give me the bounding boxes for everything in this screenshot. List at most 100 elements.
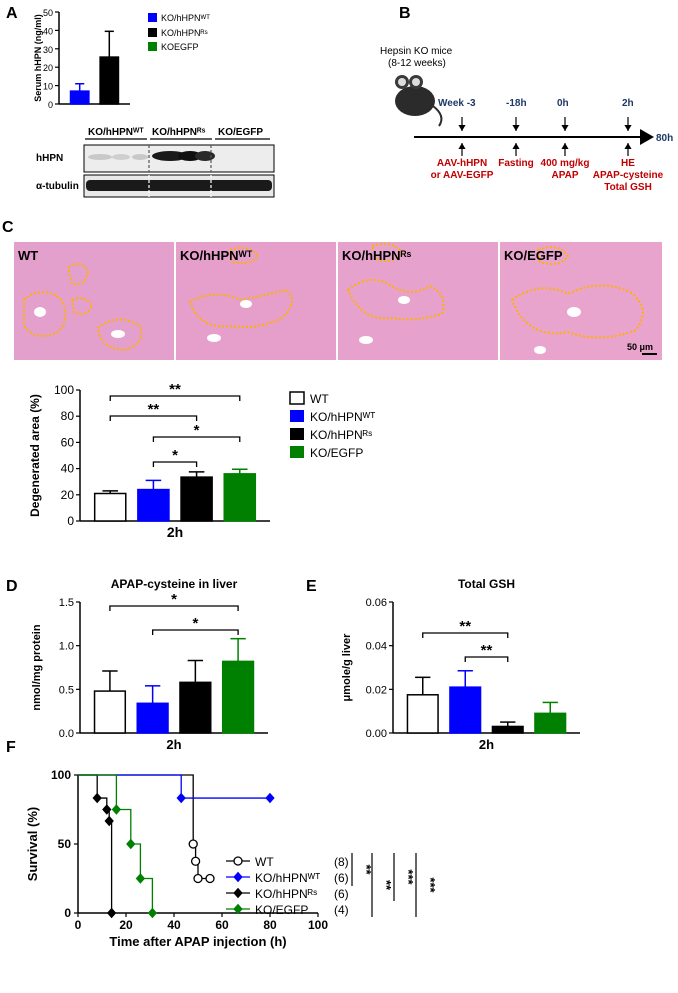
y-tick-label: 20 [43, 63, 53, 73]
histology-images: WT KO/hHPNᵂᵀ KO/hHPNᴿˢ KO/EGFP 50 μm [14, 242, 662, 360]
legend-marker [233, 903, 243, 915]
bar-2 [99, 56, 120, 105]
bar-1 [93, 492, 127, 522]
y-tick-label: 0.00 [366, 728, 387, 740]
x-tick-label: 40 [167, 918, 181, 932]
survival-marker [205, 873, 215, 884]
significance-label: ** [481, 642, 493, 659]
scale-bar-label: 50 μm [627, 342, 653, 352]
survival-marker [92, 792, 102, 804]
legend-swatch-hhpn-wt [148, 13, 157, 22]
he-image-hhpn-wt [176, 242, 336, 360]
y-tick-label: 0 [64, 906, 71, 920]
legend-swatch-c-egfp [290, 446, 304, 458]
significance-label: ** [379, 880, 394, 891]
survival-marker [188, 839, 198, 849]
blot-group-label-egfp: KO/EGFP [218, 127, 263, 138]
legend-label-hhpn-rs: KO/hHPNᴿˢ [161, 28, 208, 38]
x-axis-label: Time after APAP injection (h) [109, 934, 286, 949]
event-apap-line2: APAP [551, 170, 578, 181]
y-tick-label: 100 [51, 768, 71, 782]
y-tick-label: 0 [48, 100, 53, 110]
x-tick-label: 80 [263, 918, 277, 932]
y-tick-label: 1.0 [59, 641, 74, 653]
survival-legend-n: (6) [334, 887, 349, 901]
legend-marker [233, 856, 243, 866]
significance-bracket [109, 605, 239, 611]
x-axis-label: 2h [166, 737, 181, 752]
timeline-end-label: 80h [656, 133, 673, 144]
significance-label: * [194, 422, 200, 439]
survival-legend-label: WT [255, 855, 274, 869]
y-tick-label: 20 [61, 488, 75, 502]
significance-bracket [152, 461, 198, 467]
blot-group-label-wt: KO/hHPNᵂᵀ [88, 127, 144, 138]
y-axis-label: Survival (%) [25, 807, 40, 881]
x-tick-label: 60 [215, 918, 229, 932]
experiment-timeline: Hepsin KO mice (8-12 weeks) 80h Week -3 … [380, 46, 673, 193]
timepoint-18h: -18h [506, 98, 527, 109]
y-tick-label: 60 [61, 435, 75, 449]
x-axis-label: 2h [479, 737, 494, 752]
legend-label-c-hhpn-wt: KO/hHPNᵂᵀ [310, 410, 375, 424]
bar-2 [449, 686, 482, 734]
survival-marker [190, 856, 201, 866]
total-gsh-chart: 0.00 0.02 0.04 0.06 2h μmole/g liver Total GSH… [341, 577, 580, 752]
panel-letter-e: E [306, 578, 317, 595]
bar-1 [406, 694, 439, 734]
event-total-gsh: Total GSH [604, 182, 652, 193]
y-tick-label: 0.5 [59, 684, 74, 696]
survival-marker [193, 873, 203, 884]
y-tick-label: 100 [54, 383, 74, 397]
panel-letter-d: D [6, 578, 18, 595]
survival-legend-label: KO/hHPNᵂᵀ [255, 871, 320, 885]
y-tick-label: 0 [67, 514, 74, 528]
he-label-hhpn-rs: KO/hHPNᴿˢ [342, 248, 411, 263]
event-aav-line1: AAV-hHPN [437, 158, 487, 169]
he-image-egfp [500, 242, 662, 360]
bar-3 [491, 725, 524, 734]
bar-2 [137, 488, 170, 522]
panel-letter-c: C [2, 219, 14, 236]
survival-marker [265, 792, 275, 804]
he-label-egfp: KO/EGFP [504, 248, 563, 263]
legend-swatch-hhpn-rs [148, 28, 157, 37]
serum-legend: KO/hHPNᵂᵀ KO/hHPNᴿˢ KOEGFP [148, 13, 210, 52]
legend-label-c-egfp: KO/EGFP [310, 446, 363, 460]
significance-label: *** [423, 877, 438, 893]
chart-title: APAP-cysteine in liver [111, 577, 238, 591]
he-label-hhpn-wt: KO/hHPNᵂᵀ [180, 248, 253, 263]
y-tick-label: 0.04 [366, 641, 387, 653]
bar-1 [69, 90, 90, 105]
event-apap-cysteine: APAP-cysteine [593, 170, 664, 181]
legend-swatch-egfp [148, 42, 157, 51]
panel-letter-a: A [6, 5, 18, 22]
y-axis-label: Degenerated area (%) [28, 394, 42, 517]
y-tick-label: 50 [43, 8, 53, 18]
y-tick-label: 40 [61, 462, 75, 476]
y-tick-label: 50 [58, 837, 72, 851]
timepoint-week-3: Week -3 [438, 98, 476, 109]
significance-bracket [151, 629, 239, 635]
bar-4 [221, 660, 255, 734]
legend-swatch-wt [289, 391, 305, 405]
panel-letter-f: F [6, 739, 16, 756]
significance-bracket [464, 656, 509, 662]
significance-label: *** [401, 869, 416, 885]
mouse-label-line2: (8-12 weeks) [388, 58, 446, 69]
significance-label: * [171, 591, 177, 608]
y-tick-label: 80 [61, 409, 75, 423]
legend-marker [233, 887, 243, 899]
apap-cysteine-chart: 0.0 0.5 1.0 1.5 2h nmol/mg protein APAP-cystei… [31, 577, 268, 752]
survival-marker [102, 804, 112, 815]
significance-bracket [109, 415, 198, 421]
y-tick-label: 40 [43, 26, 53, 36]
y-tick-label: 10 [43, 82, 53, 92]
x-tick-label: 100 [308, 918, 328, 932]
survival-legend-n: (8) [334, 855, 349, 869]
survival-legend-n: (6) [334, 871, 349, 885]
survival-marker [104, 815, 114, 827]
bar-1 [93, 690, 127, 734]
